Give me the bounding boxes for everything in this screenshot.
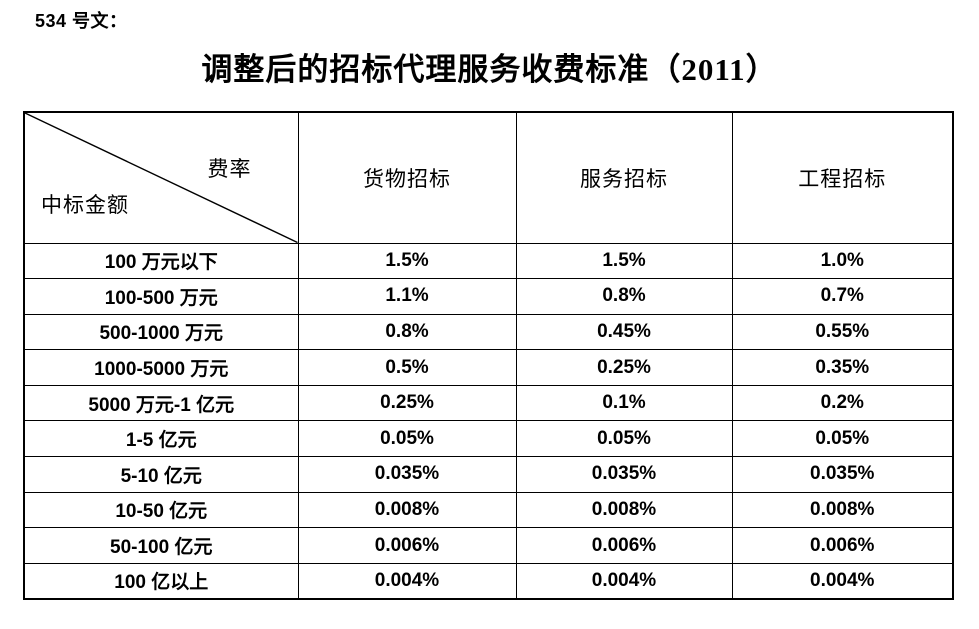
amount-cell: 100 万元以下 bbox=[23, 242, 299, 280]
goods-rate-cell: 0.006% bbox=[297, 527, 517, 564]
corner-label-amount: 中标金额 bbox=[41, 193, 129, 217]
goods-rate-cell: 0.004% bbox=[297, 562, 517, 600]
goods-rate-cell: 1.1% bbox=[297, 278, 517, 315]
corner-label-rate: 费率 bbox=[207, 157, 252, 181]
column-header-goods: 货物招标 bbox=[297, 111, 517, 244]
table-row: 5-10 亿元 0.035% 0.035% 0.035% bbox=[23, 456, 954, 493]
goods-rate-cell: 0.8% bbox=[297, 313, 517, 351]
table-row: 100-500 万元 1.1% 0.8% 0.7% bbox=[23, 278, 954, 315]
engineering-rate-cell: 0.035% bbox=[731, 456, 954, 493]
amount-cell: 500-1000 万元 bbox=[23, 313, 299, 351]
goods-rate-cell: 0.035% bbox=[297, 456, 517, 493]
table-row: 1000-5000 万元 0.5% 0.25% 0.35% bbox=[23, 349, 954, 386]
amount-cell: 100-500 万元 bbox=[23, 278, 299, 315]
services-rate-cell: 0.05% bbox=[515, 420, 733, 458]
goods-rate-cell: 0.5% bbox=[297, 349, 517, 386]
services-rate-cell: 1.5% bbox=[515, 242, 733, 280]
engineering-rate-cell: 0.55% bbox=[731, 313, 954, 351]
amount-cell: 1-5 亿元 bbox=[23, 420, 299, 458]
engineering-rate-cell: 0.7% bbox=[731, 278, 954, 315]
amount-cell: 100 亿以上 bbox=[23, 562, 299, 600]
column-header-engineering: 工程招标 bbox=[731, 111, 954, 244]
table-row: 100 亿以上 0.004% 0.004% 0.004% bbox=[23, 562, 954, 600]
table-row: 10-50 亿元 0.008% 0.008% 0.008% bbox=[23, 491, 954, 529]
fee-table-body: 100 万元以下 1.5% 1.5% 1.0% 100-500 万元 1.1% … bbox=[23, 242, 954, 600]
table-row: 500-1000 万元 0.8% 0.45% 0.55% bbox=[23, 313, 954, 351]
engineering-rate-cell: 1.0% bbox=[731, 242, 954, 280]
engineering-rate-cell: 0.004% bbox=[731, 562, 954, 600]
amount-cell: 5000 万元-1 亿元 bbox=[23, 384, 299, 422]
services-rate-cell: 0.45% bbox=[515, 313, 733, 351]
doc-number-label: 534 号文： bbox=[35, 11, 128, 31]
table-row: 100 万元以下 1.5% 1.5% 1.0% bbox=[23, 242, 954, 280]
goods-rate-cell: 0.008% bbox=[297, 491, 517, 529]
amount-cell: 10-50 亿元 bbox=[23, 491, 299, 529]
table-row: 5000 万元-1 亿元 0.25% 0.1% 0.2% bbox=[23, 384, 954, 422]
engineering-rate-cell: 0.006% bbox=[731, 527, 954, 564]
table-row: 50-100 亿元 0.006% 0.006% 0.006% bbox=[23, 527, 954, 564]
amount-cell: 50-100 亿元 bbox=[23, 527, 299, 564]
page-title: 调整后的招标代理服务收费标准（2011） bbox=[201, 52, 778, 87]
services-rate-cell: 0.25% bbox=[515, 349, 733, 386]
goods-rate-cell: 0.05% bbox=[297, 420, 517, 458]
services-rate-cell: 0.006% bbox=[515, 527, 733, 564]
engineering-rate-cell: 0.2% bbox=[731, 384, 954, 422]
amount-cell: 1000-5000 万元 bbox=[23, 349, 299, 386]
table-row: 1-5 亿元 0.05% 0.05% 0.05% bbox=[23, 420, 954, 458]
services-rate-cell: 0.035% bbox=[515, 456, 733, 493]
corner-cell: 费率 中标金额 bbox=[23, 111, 299, 244]
services-rate-cell: 0.008% bbox=[515, 491, 733, 529]
services-rate-cell: 0.8% bbox=[515, 278, 733, 315]
services-rate-cell: 0.1% bbox=[515, 384, 733, 422]
engineering-rate-cell: 0.05% bbox=[731, 420, 954, 458]
diagonal-divider-line bbox=[25, 113, 298, 243]
engineering-rate-cell: 0.35% bbox=[731, 349, 954, 386]
fee-table: 费率 中标金额 货物招标 服务招标 工程招标 100 万元以下 1.5% 1.5… bbox=[23, 111, 954, 600]
engineering-rate-cell: 0.008% bbox=[731, 491, 954, 529]
column-header-services: 服务招标 bbox=[515, 111, 733, 244]
services-rate-cell: 0.004% bbox=[515, 562, 733, 600]
goods-rate-cell: 0.25% bbox=[297, 384, 517, 422]
amount-cell: 5-10 亿元 bbox=[23, 456, 299, 493]
goods-rate-cell: 1.5% bbox=[297, 242, 517, 280]
header-row: 费率 中标金额 货物招标 服务招标 工程招标 bbox=[23, 111, 954, 244]
